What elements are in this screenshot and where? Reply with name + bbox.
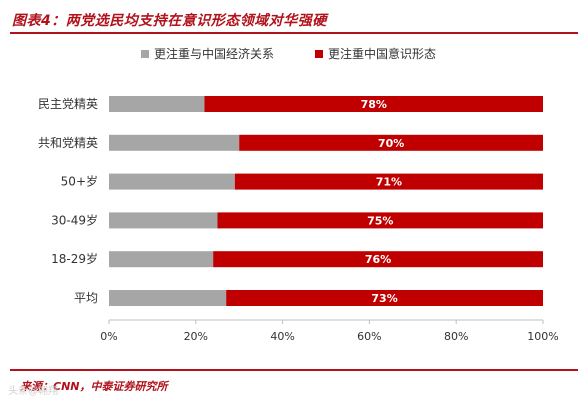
data-label: 73% [371,292,397,305]
data-label: 71% [376,176,402,189]
category-label: 民主党精英 [38,96,98,111]
bar-segment-economic [109,173,235,190]
category-label: 30-49岁 [51,212,98,227]
source-note: 来源：CNN，中泰证券研究所 [20,380,168,393]
data-label: 70% [378,137,404,150]
category-label: 共和党精英 [38,135,98,150]
data-label: 75% [367,214,393,227]
bar-segment-ideology [239,134,543,151]
bar-segment-ideology [204,96,544,112]
bar-segment-ideology [213,251,543,268]
x-tick-label: 40% [270,330,294,343]
bar-segment-economic [109,251,214,268]
x-tick-label: 80% [444,330,468,343]
watermark: 头条@翱翔 [8,386,58,397]
legend-swatch-1 [315,50,323,58]
x-tick-label: 60% [357,330,381,343]
bar-segment-economic [109,96,205,112]
x-tick-label: 0% [100,330,117,343]
data-label: 78% [361,98,387,111]
title-bar: 图表4：两党选民均支持在意识形态领域对华强硬 [10,6,578,34]
bar-segment-economic [109,290,227,306]
legend-label-1: 更注重中国意识形态 [328,46,436,61]
category-label: 平均 [74,291,98,305]
legend-label-0: 更注重与中国经济关系 [154,46,274,61]
x-tick-label: 20% [184,330,208,343]
chart-title: 图表4：两党选民均支持在意识形态领域对华强硬 [12,13,327,29]
bar-segment-ideology [234,173,544,190]
data-label: 76% [365,253,391,266]
bar-segment-ideology [217,212,543,229]
bar-segment-ideology [226,290,543,306]
category-label: 18-29岁 [51,251,98,266]
x-tick-label: 100% [527,330,558,343]
category-label: 50+岁 [61,174,98,189]
bar-segment-economic [109,212,218,229]
legend-swatch-0 [141,50,149,58]
bar-segment-economic [109,134,240,151]
source-divider [10,369,578,371]
